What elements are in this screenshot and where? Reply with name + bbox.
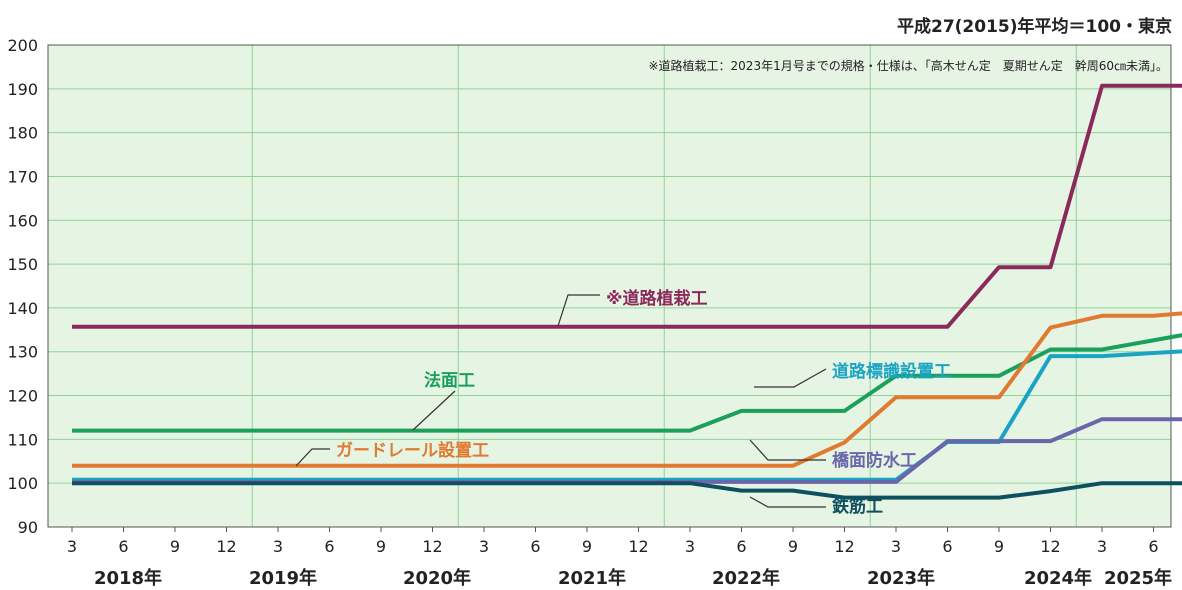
- x-tick-label: 6: [530, 537, 540, 556]
- x-axis: 3691236912369123691236912369123691232018…: [67, 527, 1172, 589]
- y-tick-label: 130: [7, 343, 38, 362]
- leader-line: [295, 448, 330, 467]
- leader-line: [749, 496, 826, 508]
- series-label: ガードレール設置工: [336, 440, 489, 461]
- series-line: [72, 481, 1182, 500]
- x-tick-label: 6: [942, 537, 952, 556]
- y-tick-label: 120: [7, 387, 38, 406]
- y-tick-label: 200: [7, 36, 38, 55]
- x-tick-label: 3: [891, 537, 901, 556]
- x-tick-label: 9: [994, 537, 1004, 556]
- x-tick-label: 9: [582, 537, 592, 556]
- x-year-label: 2018年: [94, 567, 162, 589]
- x-tick-label: 12: [422, 537, 442, 556]
- plot-frame: [47, 44, 1172, 528]
- series-line: [72, 417, 1182, 484]
- leader-line: [754, 368, 827, 388]
- x-year-label: 2020年: [403, 567, 471, 589]
- series-label: 法面工: [424, 370, 475, 391]
- plot-background: [48, 45, 1171, 527]
- series-lines: [72, 83, 1182, 500]
- series-label: ※道路植栽工: [606, 288, 708, 309]
- x-tick-label: 3: [479, 537, 489, 556]
- leader-line: [557, 294, 600, 327]
- x-tick-label: 12: [628, 537, 648, 556]
- x-tick-label: 9: [170, 537, 180, 556]
- y-tick-label: 100: [7, 474, 38, 493]
- x-tick-label: 6: [1148, 537, 1158, 556]
- x-tick-label: 3: [685, 537, 695, 556]
- x-year-label: 2024年: [1024, 567, 1092, 589]
- series-label: 道路標識設置工: [832, 361, 951, 382]
- leader-line: [749, 439, 826, 461]
- series-label: 橋面防水工: [832, 450, 917, 471]
- x-tick-label: 12: [834, 537, 854, 556]
- y-tick-label: 140: [7, 299, 38, 318]
- x-tick-label: 3: [67, 537, 77, 556]
- footnote: ※道路植栽工：2023年1月号までの規格・仕様は、「高木せん定 夏期せん定 幹周…: [648, 58, 1168, 73]
- x-tick-label: 12: [1040, 537, 1060, 556]
- y-tick-label: 90: [18, 518, 38, 537]
- y-tick-label: 160: [7, 211, 38, 230]
- x-tick-label: 12: [216, 537, 236, 556]
- x-year-label: 2023年: [867, 567, 935, 589]
- x-year-label: 2022年: [712, 567, 780, 589]
- series-line: [72, 83, 1182, 329]
- y-axis: 90 100 110 120 130 140 150 160 170 180 190 200: [7, 36, 38, 537]
- series-line: [72, 311, 1182, 468]
- y-tick-label: 170: [7, 167, 38, 186]
- x-tick-label: 3: [1097, 537, 1107, 556]
- x-tick-label: 6: [118, 537, 128, 556]
- x-tick-label: 6: [736, 537, 746, 556]
- grid: [47, 44, 1172, 528]
- y-tick-label: 180: [7, 124, 38, 143]
- y-tick-label: 150: [7, 255, 38, 274]
- x-tick-label: 9: [788, 537, 798, 556]
- chart-title: 平成27(2015)年平均＝100・東京: [897, 16, 1172, 37]
- x-tick-label: 9: [376, 537, 386, 556]
- y-tick-label: 110: [7, 430, 38, 449]
- x-year-label: 2019年: [249, 567, 317, 589]
- series-label: 鉄筋工: [832, 496, 883, 517]
- x-year-label: 2021年: [558, 567, 626, 589]
- x-year-label: 2025年: [1104, 567, 1172, 589]
- leader-line: [412, 390, 456, 431]
- y-tick-label: 190: [7, 80, 38, 99]
- x-tick-label: 6: [324, 537, 334, 556]
- x-tick-label: 3: [273, 537, 283, 556]
